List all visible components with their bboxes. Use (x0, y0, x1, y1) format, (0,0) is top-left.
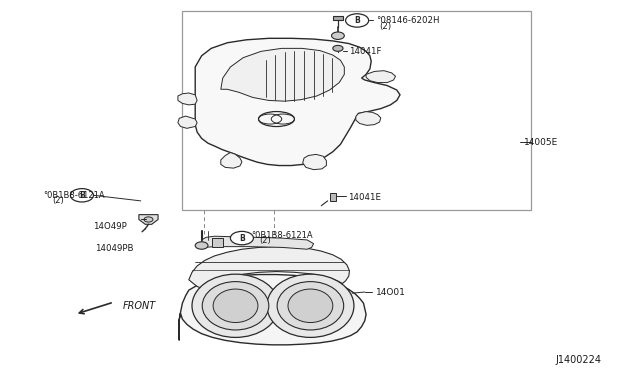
Text: B: B (239, 234, 244, 243)
Polygon shape (189, 247, 349, 288)
Polygon shape (178, 116, 197, 128)
Ellipse shape (277, 282, 344, 330)
Circle shape (195, 242, 208, 249)
Circle shape (230, 231, 253, 245)
Ellipse shape (267, 274, 354, 337)
Text: 14O01: 14O01 (376, 288, 406, 296)
Text: 14041F: 14041F (349, 47, 381, 56)
Bar (333, 16, 343, 20)
Bar (330, 193, 336, 201)
Polygon shape (221, 48, 344, 101)
Ellipse shape (192, 274, 279, 337)
Text: 14041E: 14041E (348, 193, 381, 202)
Text: °0B1B8-6121A: °0B1B8-6121A (44, 191, 105, 200)
Ellipse shape (288, 289, 333, 323)
Text: 14O49P: 14O49P (93, 222, 127, 231)
Bar (182, 11, 531, 210)
Circle shape (333, 45, 343, 51)
Text: °08146-6202H: °08146-6202H (376, 16, 439, 25)
Ellipse shape (213, 289, 258, 323)
Text: (2): (2) (380, 22, 392, 31)
Polygon shape (356, 112, 381, 125)
Polygon shape (179, 275, 366, 345)
Text: °0B1B8-6121A: °0B1B8-6121A (251, 231, 312, 240)
Text: B: B (355, 16, 360, 25)
Text: FRONT: FRONT (123, 301, 156, 311)
Polygon shape (202, 236, 314, 249)
Circle shape (144, 217, 153, 222)
Circle shape (70, 189, 93, 202)
Ellipse shape (202, 282, 269, 330)
Text: 14049PB: 14049PB (95, 244, 133, 253)
Text: 14005E: 14005E (524, 138, 558, 147)
Circle shape (332, 32, 344, 39)
Polygon shape (195, 38, 400, 166)
Circle shape (346, 14, 369, 27)
Polygon shape (221, 153, 242, 168)
Text: J1400224: J1400224 (556, 355, 602, 365)
Polygon shape (366, 71, 396, 83)
Text: (2): (2) (52, 196, 64, 205)
Text: B: B (79, 191, 84, 200)
Polygon shape (178, 93, 197, 105)
Polygon shape (139, 215, 158, 224)
Bar (212, 238, 223, 247)
Polygon shape (303, 154, 326, 170)
Text: (2): (2) (259, 236, 271, 245)
